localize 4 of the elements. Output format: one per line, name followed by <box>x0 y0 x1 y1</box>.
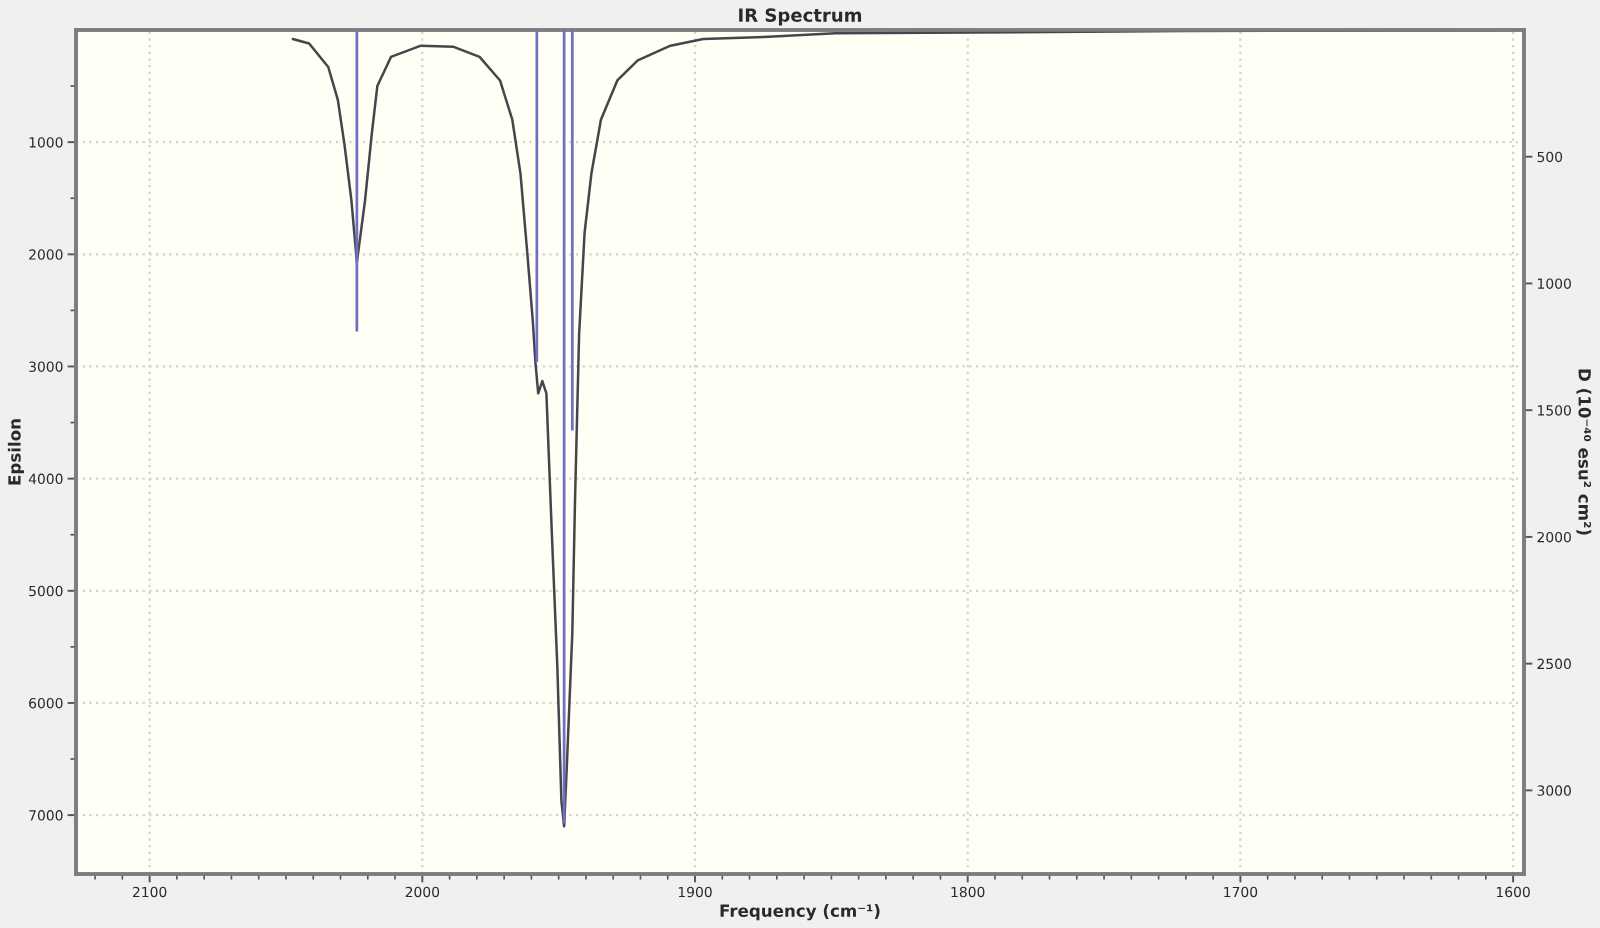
x-axis-title: Frequency (cm⁻¹) <box>720 904 880 921</box>
chart-title: IR Spectrum <box>739 8 862 26</box>
y2-axis-title: D (10⁻⁴⁰ esu² cm²) <box>1576 369 1592 535</box>
y-axis-title: Epsilon <box>7 419 24 485</box>
